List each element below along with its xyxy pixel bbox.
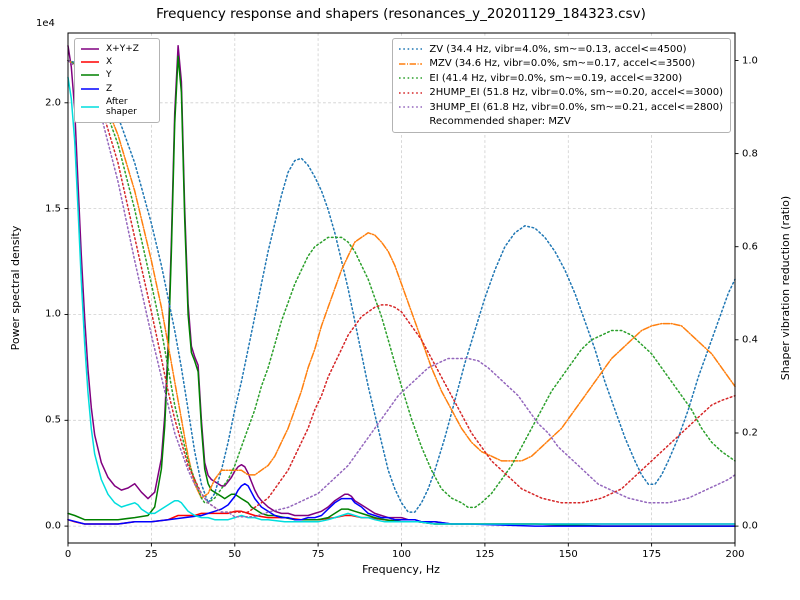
- legend-label: X: [106, 56, 113, 67]
- y-left-tick-label: 1.5: [45, 203, 61, 215]
- legend-entry: 3HUMP_EI (61.8 Hz, vibr=0.0%, sm~=0.21, …: [398, 100, 723, 115]
- legend-line-sample: [81, 106, 99, 109]
- legend-label: 2HUMP_EI (51.8 Hz, vibr=0.0%, sm~=0.20, …: [429, 87, 723, 98]
- series-shaper-zv: [67, 59, 736, 513]
- legend-label: X+Y+Z: [106, 43, 139, 54]
- legend-label: After shaper: [106, 96, 137, 118]
- x-tick-label: 100: [391, 549, 412, 560]
- legend-line-sample: [399, 77, 423, 80]
- y-right-tick-label: 0.2: [742, 427, 758, 439]
- legend-label: ZV (34.4 Hz, vibr=4.0%, sm~=0.13, accel<…: [429, 43, 687, 55]
- y-right-tick-label: 0.4: [742, 334, 758, 346]
- y-left-tick-label: 0.5: [45, 414, 61, 426]
- chart-title: Frequency response and shapers (resonanc…: [156, 6, 646, 22]
- legend-line-sample: [399, 106, 423, 109]
- x-axis-label: Frequency, Hz: [362, 563, 440, 576]
- series-shaper-ei: [67, 59, 736, 509]
- legend-label: EI (41.4 Hz, vibr=0.0%, sm~=0.19, accel<…: [429, 72, 683, 84]
- series-shaper-3hump-ei: [67, 59, 736, 518]
- y-right-tick-label: 0.0: [742, 520, 758, 532]
- x-tick-label: 25: [145, 549, 158, 560]
- legend-entry: EI (41.4 Hz, vibr=0.0%, sm~=0.19, accel<…: [398, 71, 723, 86]
- legend-entry: Z: [80, 82, 152, 95]
- series-psd-after-shaper: [67, 76, 736, 525]
- legend-line-sample: [399, 62, 423, 65]
- y-right-tick-label: 1.0: [742, 55, 758, 66]
- axis-offset-text: 1e4: [36, 18, 55, 29]
- legend-label: Z: [106, 83, 113, 94]
- legend-entry: X: [80, 55, 152, 68]
- y-left-tick-label: 0.0: [45, 520, 61, 532]
- x-tick-label: 75: [311, 549, 325, 560]
- y-left-tick-label: 1.0: [45, 308, 61, 320]
- legend-recommended-shaper: Recommended shaper: MZV: [429, 116, 571, 127]
- legend-label: MZV (34.6 Hz, vibr=0.0%, sm~=0.17, accel…: [429, 58, 696, 69]
- y-axis-label-left: Power spectral density: [9, 225, 22, 351]
- legend-label: 3HUMP_EI (61.8 Hz, vibr=0.0%, sm~=0.21, …: [429, 101, 723, 113]
- legend-line-sample: [399, 91, 423, 94]
- legend-entry: MZV (34.6 Hz, vibr=0.0%, sm~=0.17, accel…: [398, 57, 723, 72]
- y-left-tick-label: 2.0: [45, 97, 61, 109]
- y-right-tick-label: 0.8: [742, 148, 758, 160]
- legend-line-sample: [81, 61, 99, 63]
- legend-entry: After shaper: [80, 95, 152, 119]
- series-psd-z: [67, 482, 736, 527]
- x-tick-label: 200: [725, 549, 745, 560]
- x-tick-label: 125: [475, 549, 495, 560]
- legend-entry: ZV (34.4 Hz, vibr=4.0%, sm~=0.13, accel<…: [398, 42, 723, 57]
- legend-shapers: ZV (34.4 Hz, vibr=4.0%, sm~=0.13, accel<…: [392, 38, 731, 133]
- legend-entry: 2HUMP_EI (51.8 Hz, vibr=0.0%, sm~=0.20, …: [398, 86, 723, 101]
- legend-entry: Y: [80, 69, 152, 82]
- legend-line-sample: [81, 87, 99, 90]
- x-tick-label: 150: [558, 549, 578, 560]
- y-right-tick-label: 0.6: [742, 241, 758, 253]
- x-tick-label: 175: [642, 549, 662, 560]
- legend-psd: X+Y+Z X Y Z After shaper: [74, 38, 160, 124]
- y-axis-label-right: Shaper vibration reduction (ratio): [779, 195, 792, 381]
- legend-label: Y: [106, 70, 112, 81]
- legend-line-sample: [81, 47, 99, 50]
- legend-entry: X+Y+Z: [80, 42, 152, 55]
- x-tick-label: 0: [64, 549, 72, 560]
- series-psd-y: [67, 55, 736, 527]
- x-tick-label: 50: [228, 549, 242, 560]
- legend-line-sample: [81, 74, 99, 77]
- legend-line-sample: [399, 48, 423, 51]
